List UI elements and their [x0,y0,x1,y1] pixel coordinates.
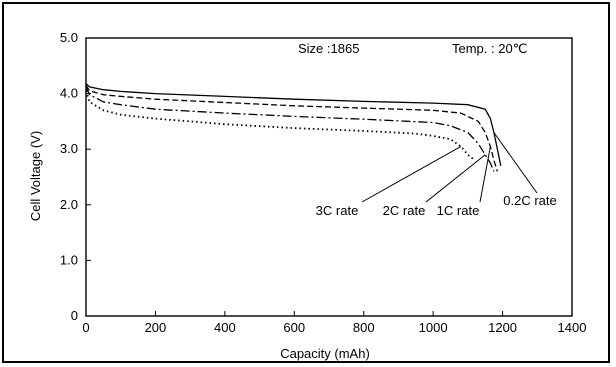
series-label: 1C rate [437,203,480,218]
x-tick-label: 1000 [419,320,448,335]
x-tick-label: 400 [214,320,236,335]
series-label: 2C rate [383,203,426,218]
series-line-3c-rate [85,90,476,162]
x-tick-label: 1200 [488,320,517,335]
y-axis-label: Cell Voltage (V) [28,131,43,221]
y-tick-label: 0 [71,308,78,323]
y-tick-label: 3.0 [60,141,78,156]
series-arrow [493,132,538,194]
plot-area-border [85,37,573,317]
series-label: 3C rate [316,203,359,218]
series-arrow [425,154,486,203]
x-tick-label: 800 [353,320,375,335]
series-arrow [361,145,462,203]
y-tick-label: 2.0 [60,197,78,212]
x-tick-label: 0 [82,320,89,335]
x-tick-label: 600 [283,320,305,335]
size-annotation: Size :1865 [298,41,359,56]
x-tick-label: 200 [145,320,167,335]
series-arrow [479,146,491,203]
temp-annotation: Temp. : 20℃ [452,41,527,56]
y-tick-label: 1.0 [60,252,78,267]
x-tick-label: 1400 [558,320,587,335]
series-line-1c-rate [85,84,499,172]
y-tick-label: 4.0 [60,86,78,101]
series-label: 0.2C rate [503,193,556,208]
series-line-0-2c-rate [85,83,502,167]
axes: 0 200 400 600 800 1000 1200 1400 0 1.0 2.0 3.0 4.0 5.… [60,30,587,335]
x-axis-label: Capacity (mAh) [280,346,370,361]
series-line-2c-rate [85,86,495,172]
series-layer [85,83,502,172]
labels-layer: Capacity (mAh) Cell Voltage (V) Size :18… [28,41,557,361]
y-tick-label: 5.0 [60,30,78,45]
chart-frame [2,2,610,363]
